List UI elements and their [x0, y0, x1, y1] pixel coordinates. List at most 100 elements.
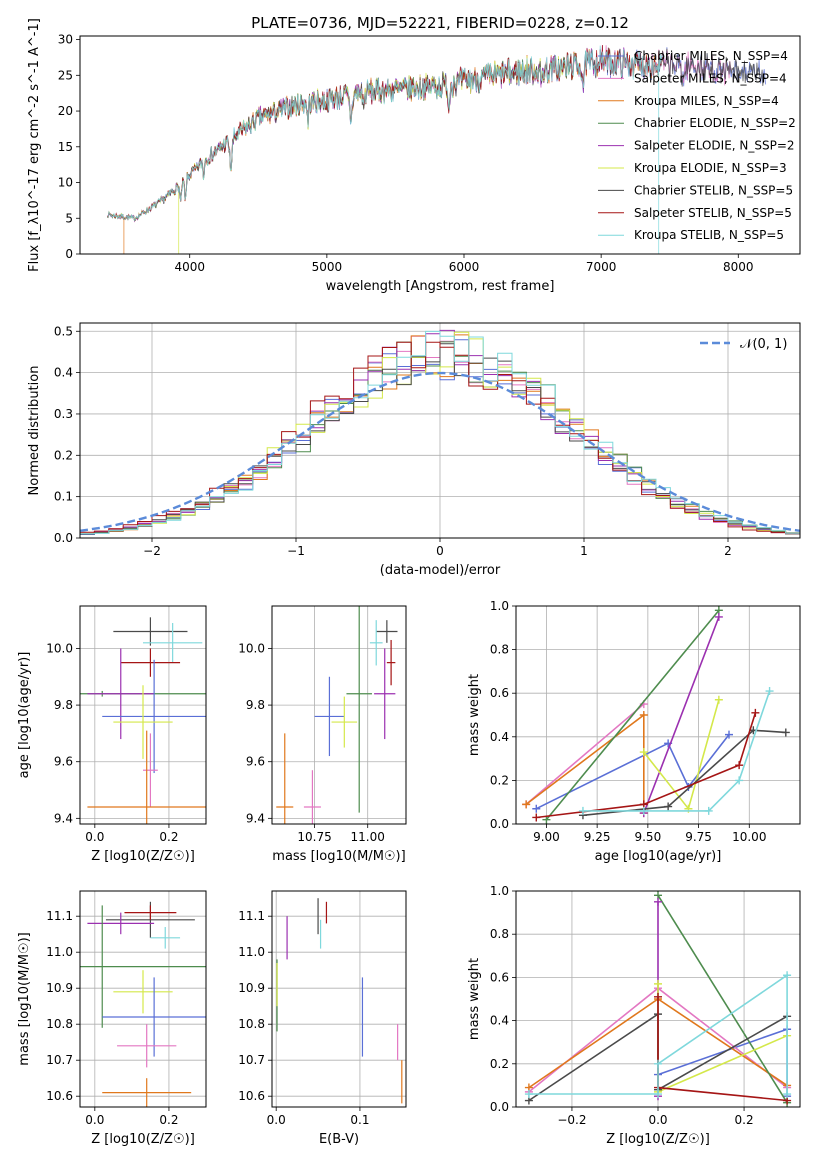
weight-line-2 [525, 703, 645, 806]
error-bar-point [117, 1024, 177, 1068]
axes-frame [79, 605, 207, 825]
weight-marker [664, 802, 673, 811]
x-tick-label: 2 [724, 544, 732, 558]
y-tick-label: 9.4 [54, 811, 73, 825]
weight-marker [714, 612, 723, 621]
legend-entry: Kroupa STELIB, N_SSP=5 [634, 228, 784, 242]
age-vs-mass-panel: 10.75 11.00 9.4 9.6 9.8 10.0 mass [log10(M/M☉)… [238, 605, 407, 864]
y-tick-label: 10.6 [238, 1089, 265, 1103]
y-tick-label: 10.6 [46, 1089, 73, 1103]
error-bar-point [87, 912, 155, 935]
x-tick-label: 6000 [449, 260, 480, 274]
plot-area [524, 891, 792, 1107]
weight-marker [532, 804, 541, 813]
x-tick-label: 9.75 [685, 830, 712, 844]
mass-vs-metallicity-panel: 0.0 0.2 10.6 10.7 10.8 10.9 11.0 11.1 Z [log10(Z… [17, 890, 207, 1147]
x-tick-label: 0.2 [735, 1113, 754, 1127]
error-bar-point [376, 620, 398, 643]
error-bar-point [303, 770, 321, 824]
weight-marker [532, 813, 541, 822]
error-bar-point [113, 970, 173, 1014]
y-tick-label: 1.0 [490, 884, 509, 898]
y-tick-label: 11.0 [238, 945, 265, 959]
plot-area [522, 606, 790, 824]
y-axis-label: mass [log10(M/M☉)] [17, 932, 32, 1065]
y-tick-label: 10.7 [238, 1053, 265, 1067]
x-tick-label: 0.2 [159, 830, 178, 844]
axes-frame [271, 605, 407, 825]
y-tick-label: 15 [58, 140, 73, 154]
y-tick-label: 0.4 [490, 1014, 509, 1028]
plot-area [276, 898, 403, 1104]
axes-frame [271, 890, 407, 1108]
y-axis-label: Normed distribution [27, 366, 42, 496]
legend-entry: Chabrier MILES, N_SSP=4 [634, 49, 788, 63]
axes-frame [515, 605, 801, 825]
y-tick-label: 0.5 [54, 324, 73, 338]
error-bar-point [102, 977, 206, 1057]
weight-marker [654, 897, 662, 906]
error-bar-point [369, 620, 383, 666]
x-tick-label: 0.1 [350, 1113, 369, 1127]
spectrum-panel: 4000 5000 6000 7000 8000 0 5 10 15 20 25 30 waveleng… [27, 14, 801, 294]
plot-area [276, 606, 398, 824]
error-bar-point [120, 648, 181, 677]
y-tick-label: 0.3 [54, 407, 73, 421]
x-tick-label: −2 [143, 544, 161, 558]
error-bar-point [386, 639, 396, 686]
x-axis-label: wavelength [Angstrom, rest frame] [326, 279, 555, 294]
weight-marker [654, 1059, 662, 1068]
residuals-panel: −2 −1 0 1 2 0.0 0.1 0.2 0.3 0.4 0.5 (data-model)/er… [27, 322, 801, 578]
weight-marker [639, 806, 648, 815]
legend-entry: Kroupa MILES, N_SSP=4 [634, 94, 779, 108]
weight-marker [639, 748, 648, 757]
error-bar-point [346, 606, 372, 813]
error-bar-point [276, 733, 294, 824]
error-bar-point [314, 676, 345, 757]
x-axis-label: Z [log10(Z/Z☉)] [606, 1132, 710, 1147]
weight-marker [751, 708, 760, 717]
x-tick-label: 0.0 [85, 830, 104, 844]
weight-vs-age-panel: 9.00 9.25 9.50 9.75 10.00 0.0 0.2 0.4 0.6 0.8 1.0 a… [467, 599, 801, 864]
y-tick-label: 0.8 [490, 643, 509, 657]
weight-marker [783, 971, 792, 980]
error-bar-point [374, 648, 396, 740]
y-tick-label: 10.9 [238, 981, 265, 995]
x-tick-label: 0.0 [648, 1113, 667, 1127]
x-tick-label: 0.0 [85, 1113, 104, 1127]
axes-frame [79, 35, 801, 255]
y-tick-label: 10 [58, 176, 73, 190]
weight-marker [704, 806, 713, 815]
weight-marker [654, 1090, 662, 1099]
y-tick-label: 11.1 [238, 909, 265, 923]
spectrum-line-9 [107, 45, 663, 254]
normal-curve [80, 371, 800, 532]
y-tick-label: 20 [58, 104, 73, 118]
y-tick-label: 0.8 [490, 927, 509, 941]
x-tick-label: 9.50 [634, 830, 661, 844]
y-tick-label: 0.2 [490, 773, 509, 787]
x-tick-label: 4000 [174, 260, 205, 274]
x-tick-label: −0.2 [557, 1113, 586, 1127]
weight-marker [714, 695, 723, 704]
y-tick-label: 10.0 [238, 641, 265, 655]
error-bar-point [143, 622, 203, 663]
y-tick-label: 9.6 [246, 755, 265, 769]
x-tick-label: 9.25 [584, 830, 611, 844]
weight-marker [735, 776, 744, 785]
error-bar-point [102, 659, 206, 774]
weight-marker [735, 761, 744, 770]
x-tick-label: 0.0 [267, 1113, 286, 1127]
y-tick-label: 0.4 [54, 366, 73, 380]
x-tick-label: 10.00 [732, 830, 766, 844]
error-bar-point [331, 696, 358, 748]
weight-marker [639, 711, 648, 719]
plot-area [107, 45, 767, 254]
y-tick-label: 9.4 [246, 811, 265, 825]
error-bar-point [113, 617, 188, 646]
spectrum-line-3 [107, 49, 663, 254]
x-tick-label: 0 [436, 544, 444, 558]
error-bar-point [143, 733, 158, 808]
y-tick-label: 0 [65, 247, 73, 261]
error-bar-point [124, 905, 177, 920]
